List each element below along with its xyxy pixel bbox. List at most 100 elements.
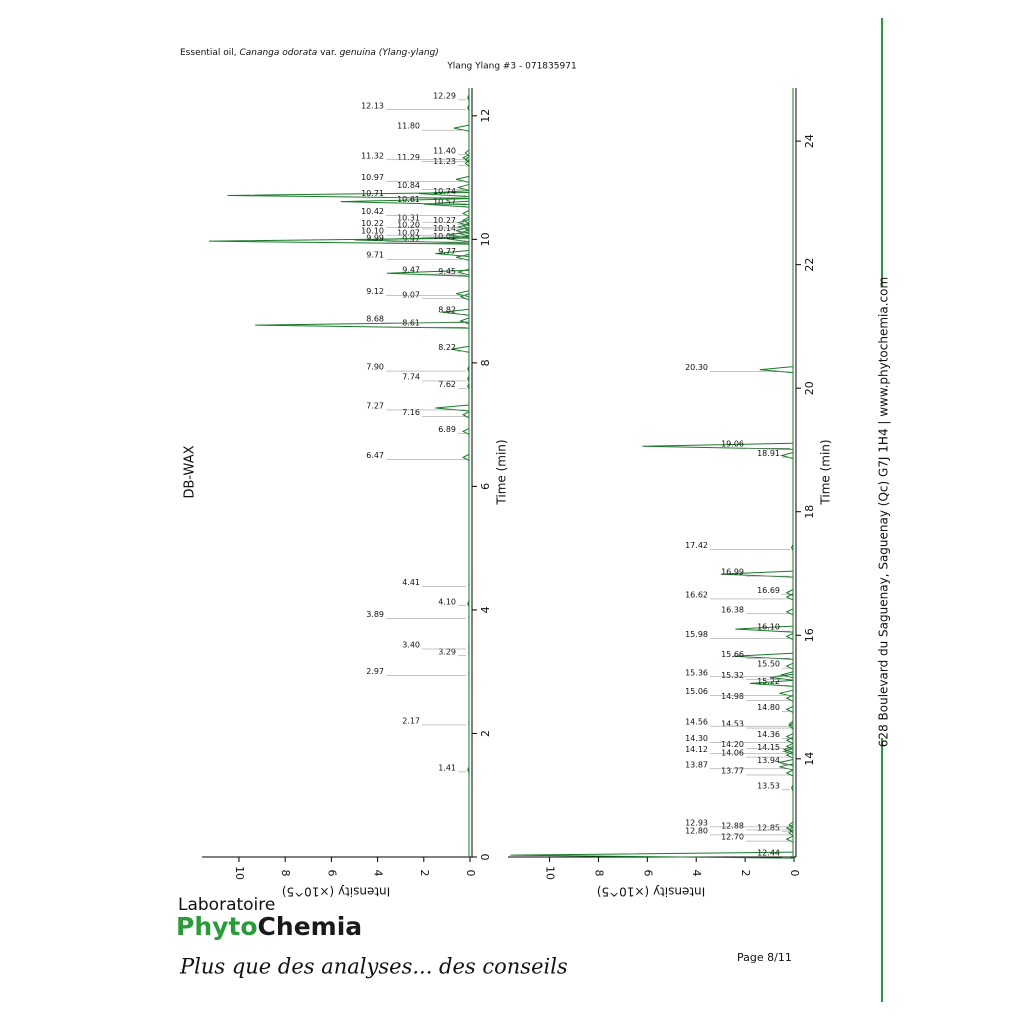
peak-label: 16.38 xyxy=(721,605,744,614)
peak-label: 13.94 xyxy=(757,756,780,765)
peak xyxy=(785,769,794,777)
y-tick-label: 0 xyxy=(788,870,801,877)
peak-label: 7.27 xyxy=(366,401,384,410)
peak-label: 12.88 xyxy=(721,821,744,830)
x-tick-label: 6 xyxy=(479,483,492,490)
peak-label: 12.85 xyxy=(757,823,780,832)
peak-label: 10.14 xyxy=(433,224,456,233)
y-tick-label: 6 xyxy=(641,870,654,877)
peak-label: 11.32 xyxy=(361,151,384,160)
peak-label: 17.42 xyxy=(685,541,708,550)
x-axis-title: Time (min) xyxy=(819,439,833,505)
peak xyxy=(788,829,794,837)
y-tick-label: 0 xyxy=(464,870,477,877)
peak-label: 13.53 xyxy=(757,781,780,790)
logo-name: PhytoChemia xyxy=(176,912,362,941)
peak-label: 12.93 xyxy=(685,818,708,827)
peak-label: 2.97 xyxy=(366,667,384,676)
peak-label: 9.07 xyxy=(402,290,420,299)
peak xyxy=(642,442,794,450)
peak-label: 10.31 xyxy=(397,214,420,223)
peak-label: 12.70 xyxy=(721,833,744,842)
peak-label: 15.50 xyxy=(757,660,780,669)
peak-label: 14.80 xyxy=(757,703,780,712)
title-part: Cananga odorata xyxy=(239,48,317,58)
chart-title: DB-WAX xyxy=(183,445,198,498)
peak-label: 10.20 xyxy=(397,220,420,229)
peak xyxy=(467,766,470,774)
peak xyxy=(788,821,794,829)
x-tick-label: 10 xyxy=(479,232,492,246)
x-tick-label: 0 xyxy=(479,854,492,861)
peak-label: 11.29 xyxy=(397,153,420,162)
peak-label: 9.99 xyxy=(366,233,384,242)
peak xyxy=(461,216,470,224)
peak xyxy=(423,200,470,208)
peak-label: 11.40 xyxy=(433,146,456,155)
peak-label: 10.10 xyxy=(361,227,384,236)
y-tick-label: 4 xyxy=(372,870,385,877)
y-tick-label: 10 xyxy=(233,866,246,880)
peak-label: 8.68 xyxy=(366,314,384,323)
peak-label: 15.98 xyxy=(685,630,708,639)
peak-label: 7.74 xyxy=(402,372,420,381)
peak-label: 3.40 xyxy=(402,640,420,649)
title-part: Essential oil, xyxy=(180,48,239,58)
x-tick-label: 18 xyxy=(803,505,816,519)
page-number: Page 8/11 xyxy=(737,951,792,964)
peak-label: 18.91 xyxy=(757,449,780,458)
y-tick-label: 10 xyxy=(544,866,557,880)
x-tick-label: 14 xyxy=(803,752,816,766)
peak-label: 10.84 xyxy=(397,181,420,190)
peak xyxy=(464,149,470,157)
peak-label: 1.41 xyxy=(438,763,456,772)
peak-label: 14.53 xyxy=(721,720,744,729)
peak xyxy=(735,625,794,633)
x-tick-label: 24 xyxy=(803,134,816,148)
x-tick-label: 4 xyxy=(479,606,492,613)
title-part: var. xyxy=(317,48,339,58)
peak-label: 12.44 xyxy=(757,849,780,858)
peak xyxy=(467,104,470,111)
peak-label: 2.17 xyxy=(402,716,420,725)
peak-label: 4.10 xyxy=(438,597,456,606)
peak xyxy=(785,662,794,670)
peak xyxy=(467,600,470,607)
peak xyxy=(785,742,794,750)
peak-label: 16.99 xyxy=(721,568,744,577)
peak xyxy=(386,269,470,277)
peak xyxy=(785,835,794,843)
peak xyxy=(255,321,470,329)
peak xyxy=(461,453,470,461)
peak xyxy=(785,589,794,597)
y-tick-label: 8 xyxy=(592,870,605,877)
peak-label: 12.80 xyxy=(685,826,708,835)
peak-label: 3.29 xyxy=(438,647,456,656)
peak-label: 11.23 xyxy=(433,157,456,166)
peak xyxy=(749,679,794,687)
peak xyxy=(461,222,470,230)
peak-label: 11.80 xyxy=(397,122,420,131)
peak-label: 10.07 xyxy=(397,229,420,238)
peak xyxy=(785,733,794,741)
peak xyxy=(419,190,470,198)
peak-label: 7.16 xyxy=(402,408,420,417)
peak xyxy=(461,154,470,162)
tagline: Plus que des analyses... des conseils xyxy=(179,955,568,979)
y-tick-label: 2 xyxy=(418,870,431,877)
peak-label: 13.77 xyxy=(721,766,744,775)
title-part: genuina (Ylang-ylang) xyxy=(340,48,439,58)
y-tick-label: 4 xyxy=(690,870,703,877)
peak-label: 15.06 xyxy=(685,687,708,696)
address: 628 Boulevard du Saguenay, Saguenay (Qc)… xyxy=(877,277,891,747)
peak-label: 10.01 xyxy=(433,232,456,241)
peak-label: 6.47 xyxy=(366,451,384,460)
peak-label: 10.71 xyxy=(361,189,384,198)
peak-label: 10.97 xyxy=(361,173,384,182)
peak xyxy=(461,427,470,435)
peak xyxy=(461,209,470,217)
logo-lab: Laboratoire xyxy=(178,895,275,915)
peak xyxy=(467,383,470,390)
peak-label: 14.56 xyxy=(685,718,708,727)
peak xyxy=(791,784,794,792)
